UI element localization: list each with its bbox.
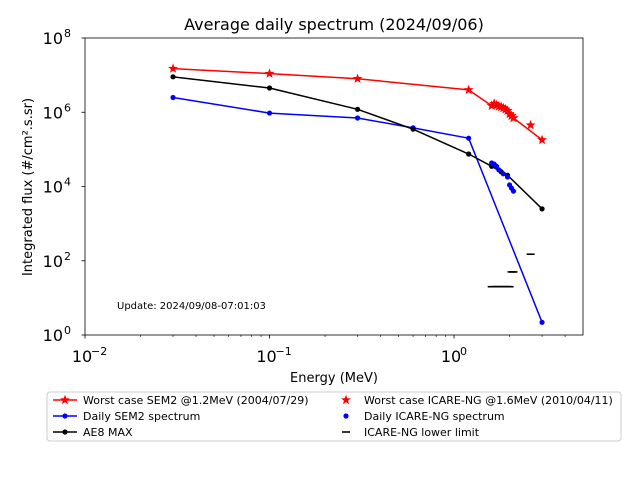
y-tick-exponent: 6 <box>64 101 71 114</box>
x-tick-label: 10 <box>72 347 92 366</box>
y-axis-label: Integrated flux (#/cm².s.sr) <box>21 98 36 276</box>
x-tick-exponent: −2 <box>91 345 107 358</box>
data-point <box>486 100 497 110</box>
legend-item: Daily ICARE-NG spectrum <box>343 410 505 423</box>
data-point <box>537 134 548 145</box>
data-point <box>510 188 517 194</box>
y-tick-label: 10 <box>43 29 63 48</box>
y-tick-exponent: 8 <box>64 27 71 40</box>
data-point <box>539 206 545 212</box>
data-point <box>504 174 511 180</box>
data-point <box>266 110 273 116</box>
x-tick-label: 10 <box>441 347 461 366</box>
data-point <box>508 112 519 123</box>
x-tick-label: 10 <box>256 347 276 366</box>
y-tick-label: 10 <box>43 326 63 345</box>
data-point <box>500 104 511 114</box>
legend-label: Worst case SEM2 @1.2MeV (2004/07/29) <box>83 394 308 407</box>
series-3 <box>486 98 536 130</box>
legend: Worst case SEM2 @1.2MeV (2004/07/29) Dail… <box>46 391 622 442</box>
legend-box <box>46 391 622 442</box>
legend-swatch-marker <box>343 413 349 419</box>
plot-frame <box>84 37 584 336</box>
series-4 <box>489 160 517 194</box>
legend-item: Worst case ICARE-NG @1.6MeV (2010/04/11) <box>341 394 613 407</box>
y-tick-label: 10 <box>43 252 63 271</box>
legend-item: Daily SEM2 spectrum <box>53 410 200 423</box>
data-point <box>354 115 361 121</box>
y-tick-exponent: 4 <box>64 176 71 189</box>
legend-item: ICARE-NG lower limit <box>342 426 480 439</box>
legend-label: ICARE-NG lower limit <box>364 426 480 439</box>
data-point <box>354 106 361 112</box>
legend-swatch-marker <box>62 429 68 435</box>
legend-swatch-marker <box>60 394 70 405</box>
data-point <box>539 319 545 325</box>
data-point <box>498 102 509 113</box>
data-point <box>525 119 536 130</box>
data-point <box>170 74 176 80</box>
data-point <box>502 105 513 115</box>
data-point <box>170 94 176 101</box>
y-tick-label: 10 <box>43 103 63 122</box>
data-point <box>466 135 472 141</box>
data-point <box>463 84 474 95</box>
legend-swatch-marker <box>341 394 351 405</box>
legend-swatch-marker <box>62 413 68 419</box>
data-point <box>506 110 517 121</box>
data-point <box>266 85 273 91</box>
x-tick-exponent: −1 <box>276 345 292 358</box>
legend-label: AE8 MAX <box>83 426 133 439</box>
data-point <box>352 73 363 83</box>
y-tick-exponent: 0 <box>64 324 71 337</box>
series-line <box>172 96 543 323</box>
x-axis-label: Energy (MeV) <box>290 371 378 386</box>
data-point <box>496 167 502 173</box>
chart-title: Average daily spectrum (2024/09/06) <box>184 15 484 34</box>
legend-label: Worst case ICARE-NG @1.6MeV (2010/04/11) <box>364 394 613 407</box>
y-tick-exponent: 2 <box>64 250 71 263</box>
data-point <box>264 68 275 78</box>
series-1 <box>170 94 545 325</box>
legend-label: Daily SEM2 spectrum <box>83 410 200 423</box>
data-point <box>168 63 178 73</box>
x-tick-exponent: 0 <box>460 345 467 358</box>
data-point <box>466 151 472 157</box>
data-point <box>500 171 506 177</box>
legend-item: AE8 MAX <box>53 426 133 439</box>
plot-background <box>85 38 583 335</box>
series-5 <box>487 253 535 288</box>
legend-item: Worst case SEM2 @1.2MeV (2004/07/29) <box>53 394 308 407</box>
legend-label: Daily ICARE-NG spectrum <box>364 410 505 423</box>
data-point <box>489 98 500 108</box>
update-annotation: Update: 2024/09/08-07:01:03 <box>117 301 266 312</box>
data-point <box>410 126 416 132</box>
data-point <box>504 108 515 119</box>
y-tick-label: 10 <box>43 178 63 197</box>
